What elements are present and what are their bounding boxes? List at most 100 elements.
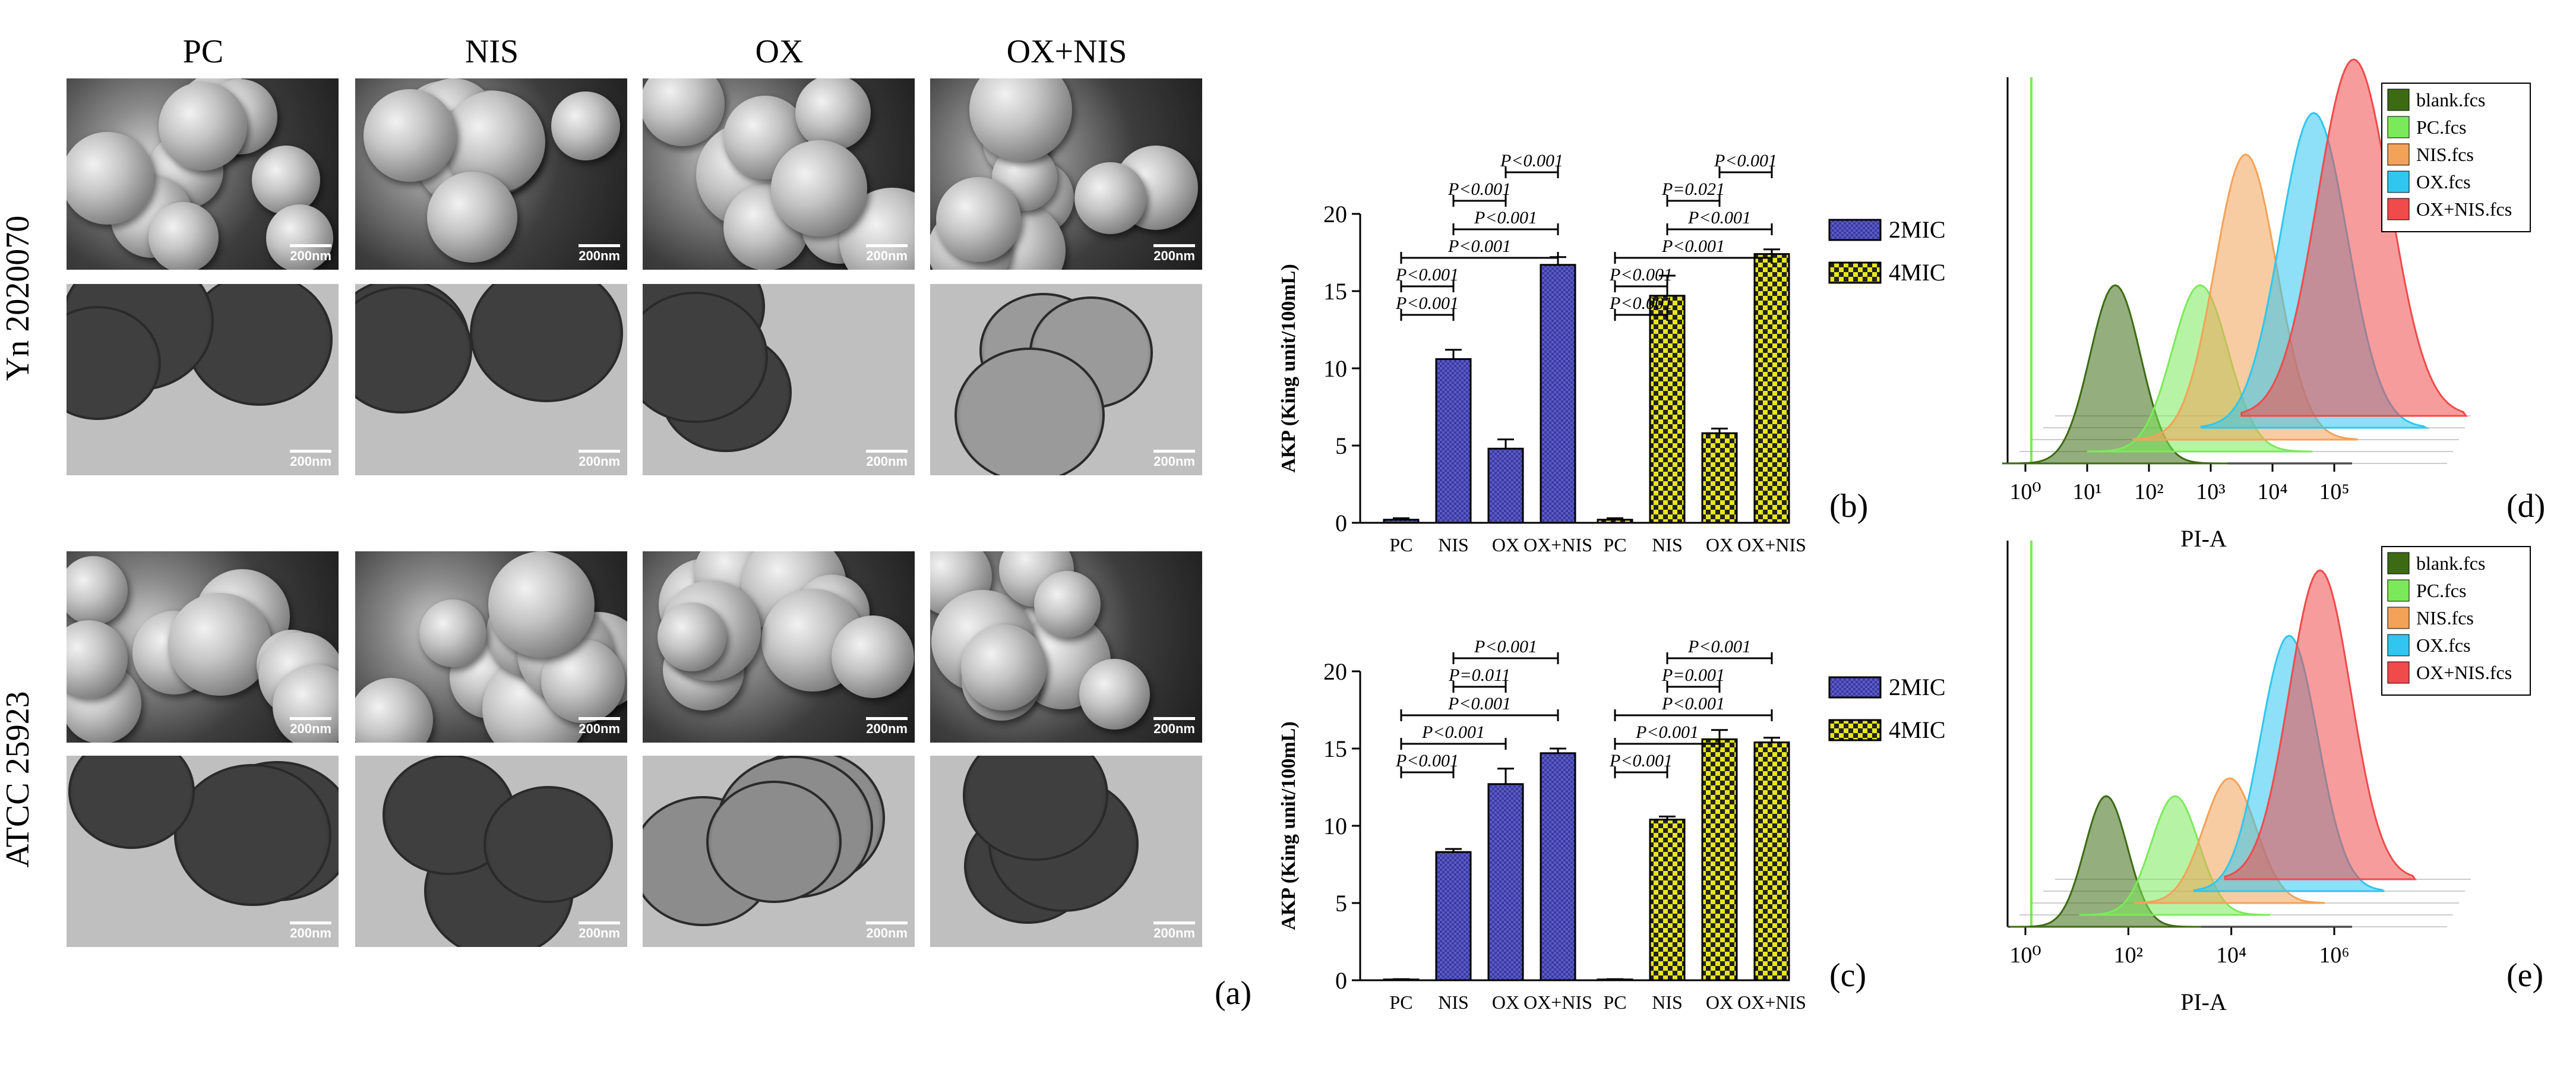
flow-legend-label: NIS.fcs	[2416, 144, 2474, 165]
sem-cell	[771, 140, 868, 237]
sem-cell	[251, 146, 321, 214]
y-tick-label: 10	[1323, 355, 1347, 382]
sem-cell	[551, 91, 621, 160]
panel-label-a: (a)	[1215, 975, 1252, 1012]
scale-bar-label: 200nm	[866, 450, 908, 469]
sig-label: P=0.021	[1661, 179, 1725, 199]
tem-cell	[355, 286, 472, 414]
sem-cell	[148, 202, 219, 270]
scale-bar-label: 200nm	[579, 244, 620, 264]
scale-bar-label: 200nm	[1153, 450, 1195, 469]
sem-cell	[831, 615, 914, 698]
column-header-ox: OX	[755, 33, 804, 70]
tem-cell	[706, 781, 842, 904]
micrograph-tem-r3-c3: 200nm	[930, 756, 1202, 947]
tem-cell	[68, 756, 195, 849]
sem-cell	[1033, 570, 1101, 637]
y-tick-label: 0	[1335, 510, 1347, 536]
x-tick-label: OX	[1706, 992, 1733, 1013]
x-tick-label: OX	[1492, 534, 1519, 555]
micrograph-sem-r0-c1: 200nm	[355, 78, 627, 270]
histogram-blank.fcs	[2010, 795, 2202, 928]
bar-4MIC-OX	[1701, 432, 1738, 524]
scale-bar-label: 200nm	[290, 244, 331, 264]
column-header-oxnis: OX+NIS	[1006, 33, 1127, 70]
tem-cell	[173, 764, 331, 907]
bar-4MIC-NIS	[1649, 819, 1686, 981]
sem-cell	[795, 78, 871, 150]
sem-cell	[426, 172, 517, 263]
micrograph-tem-r3-c0: 200nm	[67, 756, 339, 947]
sig-label: P<0.001	[1447, 236, 1511, 256]
flow-legend-label: blank.fcs	[2416, 553, 2485, 574]
x-tick-label: OX+NIS	[1524, 992, 1592, 1013]
sem-cell	[1074, 162, 1146, 235]
scale-bar-label: 200nm	[866, 921, 908, 941]
flow-x-axis-label: PI-A	[2180, 525, 2227, 552]
y-tick-label: 5	[1335, 432, 1347, 459]
micrograph-tem-r1-c3: 200nm	[930, 284, 1202, 475]
flow-x-tick-label: 10⁶	[2319, 943, 2349, 968]
sig-label: P<0.001	[1474, 637, 1537, 656]
tem-cell	[483, 786, 613, 904]
histogram-NIS.fcs	[2134, 777, 2325, 904]
sem-cell	[960, 624, 1047, 711]
panel-label-c: (c)	[1829, 957, 1867, 994]
micrograph-sem-r2-c0: 200nm	[67, 551, 339, 743]
bar-2MIC-OX	[1487, 783, 1524, 981]
x-tick-label: NIS	[1652, 992, 1683, 1013]
sig-label: P<0.001	[1661, 236, 1725, 256]
legend-swatch-2MIC	[1828, 219, 1882, 241]
sem-cell	[936, 177, 1021, 263]
x-tick-label: OX	[1492, 992, 1519, 1013]
sem-cell	[419, 599, 487, 667]
scale-bar-label: 200nm	[290, 921, 331, 941]
flow-x-tick-label: 10⁴	[2257, 479, 2287, 504]
tem-cell	[643, 291, 769, 424]
sem-cell	[355, 677, 433, 743]
micrograph-tem-r3-c2: 200nm	[643, 756, 915, 947]
sig-label: P<0.001	[1661, 694, 1725, 714]
sem-cell	[67, 620, 128, 699]
y-tick-label: 0	[1335, 967, 1347, 994]
tem-cell	[963, 756, 1108, 861]
sem-cell	[658, 602, 727, 671]
x-tick-label: NIS	[1438, 992, 1469, 1013]
sem-cell	[168, 592, 271, 696]
micrograph-tem-r1-c2: 200nm	[643, 284, 915, 475]
sig-label: P<0.001	[1609, 751, 1673, 771]
y-tick-label: 10	[1323, 813, 1347, 839]
sig-label: P<0.001	[1635, 722, 1699, 742]
micrograph-sem-r2-c2: 200nm	[643, 551, 915, 743]
bar-4MIC-NIS	[1649, 295, 1686, 524]
x-tick-label: OX	[1706, 534, 1733, 555]
sem-cell	[488, 551, 595, 658]
scale-bar-label: 200nm	[579, 717, 620, 737]
scale-bar-label: 200nm	[1153, 244, 1195, 264]
y-tick-label: 15	[1323, 278, 1347, 305]
scale-bar-label: 200nm	[290, 717, 331, 737]
sem-cell	[969, 78, 1072, 162]
micrograph-tem-r3-c1: 200nm	[355, 756, 627, 947]
row-label-yn: Yn 2020070	[0, 215, 36, 381]
column-header-pc: PC	[182, 33, 224, 70]
bar-2MIC-NIS	[1435, 851, 1472, 981]
bar-2MIC-PC	[1383, 519, 1420, 524]
panel-label-d: (d)	[2507, 488, 2546, 525]
x-tick-label: PC	[1603, 992, 1626, 1013]
flow-legend-label: OX.fcs	[2416, 171, 2471, 192]
micrograph-sem-r2-c3: 200nm	[930, 551, 1202, 743]
scale-bar-label: 200nm	[290, 450, 331, 469]
flow-legend-swatch	[2387, 661, 2410, 684]
sem-cell	[67, 556, 128, 626]
y-axis-label: AKP (King unit/100mL)	[1278, 264, 1300, 472]
flow-x-tick-label: 10⁰	[2009, 943, 2041, 968]
flow-legend-swatch	[2387, 89, 2410, 111]
x-tick-label: OX+NIS	[1524, 534, 1592, 555]
y-tick-label: 5	[1335, 890, 1347, 917]
flow-legend-label: PC.fcs	[2416, 116, 2466, 138]
sig-label: P<0.001	[1421, 722, 1485, 742]
x-tick-label: NIS	[1438, 534, 1469, 555]
sig-label: P=0.001	[1661, 665, 1725, 685]
